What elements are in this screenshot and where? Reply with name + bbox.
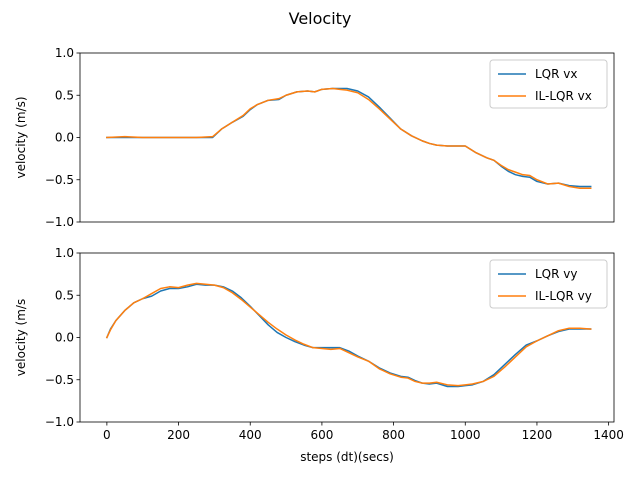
x-tick-label: 1400 (593, 428, 624, 442)
y-tick-label: −0.5 (45, 373, 74, 387)
y-tick-label: −1.0 (45, 215, 74, 229)
vy-subplot: −1.0 −0.5 0.0 0.5 1.0 0 200 400 600 800 1000 1200 14… (14, 246, 624, 464)
series-line-il-lqr-vx (106, 87, 592, 189)
y-tick-label: 0.5 (55, 88, 74, 102)
vx-subplot: −1.0 −0.5 0.0 0.5 1.0 velocity (m/s) LQR vx IL-… (14, 46, 615, 229)
legend-label: LQR vx (535, 67, 578, 81)
y-tick-label: 0.0 (55, 331, 74, 345)
series-line-il-lqr-vy (105, 282, 592, 387)
x-tick-label: 1200 (522, 428, 553, 442)
x-tick-label: 800 (382, 428, 405, 442)
y-tick-label: 1.0 (55, 246, 74, 260)
y-tick-label: 1.0 (55, 46, 74, 60)
x-tick-label: 0 (103, 428, 111, 442)
y-tick-label: 0.5 (55, 288, 74, 302)
y-tick-label: −0.5 (45, 173, 74, 187)
y-axis-label: velocity (m/s (14, 299, 28, 376)
legend-label: IL-LQR vx (535, 89, 592, 103)
y-tick-label: 0.0 (55, 131, 74, 145)
legend-label: IL-LQR vy (535, 289, 592, 303)
legend-label: LQR vy (535, 267, 578, 281)
x-tick-label: 200 (167, 428, 190, 442)
figure-title: Velocity (289, 9, 352, 28)
y-axis-label: velocity (m/s) (14, 96, 28, 178)
x-axis-label: steps (dt)(secs) (300, 450, 394, 464)
x-tick-label: 1000 (450, 428, 481, 442)
x-tick-label: 600 (310, 428, 333, 442)
series-line-lqr-vy (105, 283, 592, 388)
x-tick-label: 400 (239, 428, 262, 442)
y-tick-label: −1.0 (45, 415, 74, 429)
